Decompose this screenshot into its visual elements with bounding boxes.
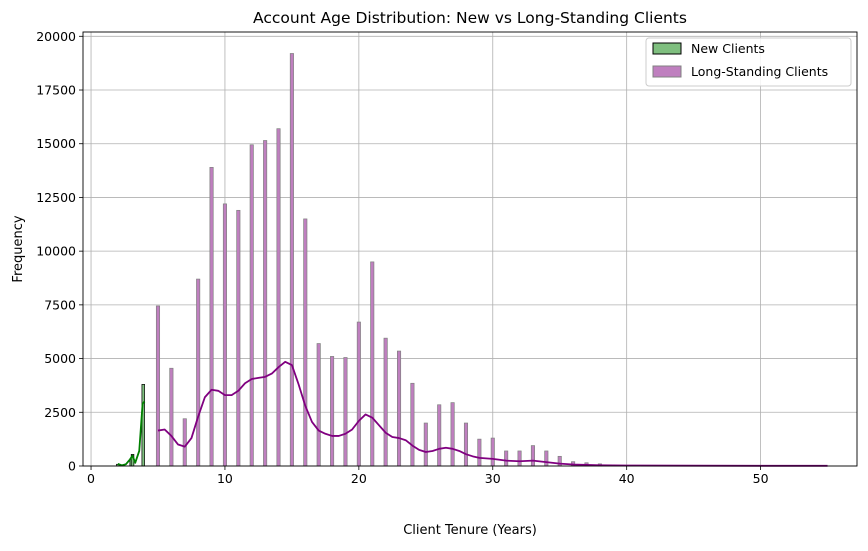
new-clients-bar xyxy=(141,384,145,467)
long-standing-clients-bar xyxy=(397,350,402,467)
legend-label-new-clients: New Clients xyxy=(691,41,765,56)
long-standing-clients-bar xyxy=(410,382,415,467)
y-tick-label: 10000 xyxy=(36,244,76,259)
long-standing-clients-bar xyxy=(316,343,321,467)
kde-layer xyxy=(117,360,828,467)
legend-box xyxy=(645,37,852,87)
long-standing-clients-kde-line xyxy=(157,360,828,467)
y-tick-label: 17500 xyxy=(36,83,76,98)
long-standing-clients-bar xyxy=(544,450,549,467)
long-standing-clients-bar xyxy=(383,337,388,467)
y-tick-label: 20000 xyxy=(36,29,76,44)
long-standing-clients-bar xyxy=(303,218,308,467)
long-standing-clients-bar xyxy=(343,357,348,467)
y-tick-label: 7500 xyxy=(44,297,76,312)
long-standing-clients-bar xyxy=(263,140,268,467)
long-standing-clients-bar xyxy=(196,278,201,467)
legend-label-long-standing-clients: Long-Standing Clients xyxy=(691,64,828,79)
long-standing-clients-bar xyxy=(517,450,522,467)
plot-frame xyxy=(82,31,858,467)
long-standing-clients-bar xyxy=(504,450,509,467)
x-tick-label: 10 xyxy=(217,471,233,486)
long-standing-clients-bar xyxy=(370,261,375,467)
long-standing-clients-bar xyxy=(437,404,442,467)
long-standing-clients-bar xyxy=(182,418,187,467)
long-standing-clients-bar xyxy=(463,422,469,467)
x-tick-label: 30 xyxy=(485,471,501,486)
x-tick-label: 0 xyxy=(87,471,95,486)
x-axis-label: Client Tenure (Years) xyxy=(403,523,537,538)
x-tick-label: 40 xyxy=(619,471,635,486)
x-tick-label: 50 xyxy=(753,471,769,486)
long-standing-clients-bar xyxy=(356,321,361,467)
legend: New Clients Long-Standing Clients xyxy=(645,37,852,87)
new-clients-kde-line xyxy=(117,400,146,467)
y-tick-label: 5000 xyxy=(44,351,76,366)
legend-swatch-long-standing-clients xyxy=(652,65,682,78)
chart-title: Account Age Distribution: New vs Long-St… xyxy=(253,9,687,27)
long-standing-clients-bar xyxy=(249,144,254,467)
axis-ticks: 0 10 20 30 40 50 0 2500 5000 7500 10000 12500 15000 1… xyxy=(36,29,768,486)
long-standing-clients-bar xyxy=(477,438,482,467)
long-standing-clients-bar xyxy=(209,167,214,467)
y-tick-label: 15000 xyxy=(36,136,76,151)
y-tick-label: 2500 xyxy=(44,405,76,420)
y-tick-label: 12500 xyxy=(36,190,76,205)
long-standing-clients-bar xyxy=(169,367,174,467)
long-standing-clients-bar xyxy=(236,209,241,467)
long-standing-clients-bar xyxy=(276,128,281,467)
y-axis-label: Frequency xyxy=(11,215,26,282)
long-standing-clients-bar xyxy=(530,445,535,467)
x-tick-label: 20 xyxy=(351,471,367,486)
long-standing-clients-bar xyxy=(330,356,335,467)
long-standing-clients-bar xyxy=(423,422,428,467)
long-standing-clients-bar xyxy=(289,53,294,467)
long-standing-clients-bar xyxy=(490,437,495,467)
y-tick-label: 0 xyxy=(68,459,76,474)
long-standing-clients-bar xyxy=(155,305,161,467)
long-standing-clients-bar xyxy=(450,402,455,467)
long-standing-clients-bar xyxy=(222,203,227,467)
legend-swatch-new-clients xyxy=(652,42,682,55)
